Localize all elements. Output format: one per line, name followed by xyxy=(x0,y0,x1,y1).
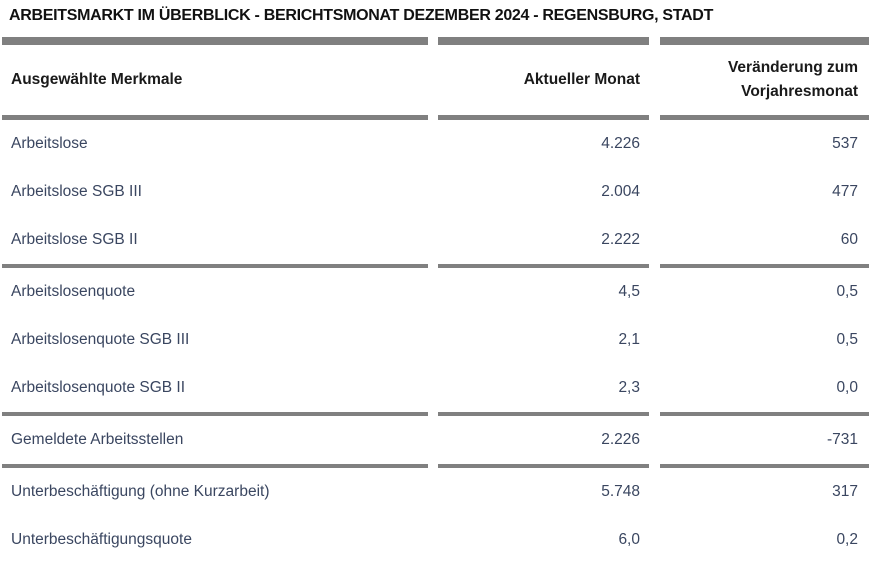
row-change-value: 0,0 xyxy=(836,379,858,396)
group-separator-rule xyxy=(0,464,869,468)
table-row: Arbeitslosenquote 4,5 0,5 xyxy=(0,268,869,316)
table-header-row: Ausgewählte Merkmale Aktueller Monat Ver… xyxy=(0,45,869,115)
row-label: Gemeldete Arbeitsstellen xyxy=(11,431,184,448)
row-label: Arbeitslosenquote xyxy=(11,283,136,300)
row-change-value: -731 xyxy=(826,431,858,448)
table-row: Arbeitslosenquote SGB III 2,1 0,5 xyxy=(0,316,869,364)
row-change-value: 477 xyxy=(832,183,858,200)
table-row: Arbeitslose SGB II 2.222 60 xyxy=(0,216,869,264)
rule-segment xyxy=(2,464,428,468)
table-row: Gemeldete Arbeitsstellen 2.226 -731 xyxy=(0,416,869,464)
row-change-value: 0,5 xyxy=(836,283,858,300)
row-change-value: 0,2 xyxy=(836,531,858,548)
column-header-change-line1: Veränderung zum xyxy=(727,59,858,76)
row-current-value: 2.004 xyxy=(601,183,640,200)
row-current-value: 2,3 xyxy=(618,379,640,396)
row-change-value: 537 xyxy=(832,135,858,152)
row-label: Unterbeschäftigung (ohne Kurzarbeit) xyxy=(11,483,270,500)
table-row: Arbeitslosenquote SGB II 2,3 0,0 xyxy=(0,364,869,412)
row-label: Arbeitslose SGB III xyxy=(11,183,142,200)
rule-segment xyxy=(2,264,428,268)
row-change-value: 60 xyxy=(840,231,858,248)
column-header-change: Veränderung zum Vorjahresmonat xyxy=(660,56,869,104)
rule-segment xyxy=(438,464,649,468)
row-change-value: 0,5 xyxy=(836,331,858,348)
rule-segment xyxy=(660,412,869,416)
rule-segment xyxy=(438,412,649,416)
group-separator-rule xyxy=(0,264,869,268)
rule-segment xyxy=(660,264,869,268)
rule-segment xyxy=(2,115,428,120)
row-current-value: 5.748 xyxy=(601,483,640,500)
row-current-value: 4,5 xyxy=(618,283,640,300)
rule-segment xyxy=(438,264,649,268)
table-row: Unterbeschäftigung (ohne Kurzarbeit) 5.7… xyxy=(0,468,869,516)
row-change-value: 317 xyxy=(832,483,858,500)
rule-segment xyxy=(660,115,869,120)
row-label: Arbeitslose xyxy=(11,135,88,152)
row-current-value: 6,0 xyxy=(618,531,640,548)
rule-segment xyxy=(438,37,649,45)
rule-segment xyxy=(438,115,649,120)
rule-segment xyxy=(2,37,428,45)
table-row: Unterbeschäftigungsquote 6,0 0,2 xyxy=(0,516,869,564)
group-separator-rule xyxy=(0,412,869,416)
column-header-feature: Ausgewählte Merkmale xyxy=(11,71,183,88)
page-title: ARBEITSMARKT IM ÜBERBLICK - BERICHTSMONA… xyxy=(9,7,714,24)
row-label: Unterbeschäftigungsquote xyxy=(11,531,192,548)
row-current-value: 2.222 xyxy=(601,231,640,248)
rule-segment xyxy=(660,37,869,45)
row-label: Arbeitslosenquote SGB II xyxy=(11,379,186,396)
row-label: Arbeitslose SGB II xyxy=(11,231,138,248)
header-top-rule xyxy=(0,37,869,45)
rule-segment xyxy=(660,464,869,468)
table-row: Arbeitslose SGB III 2.004 477 xyxy=(0,168,869,216)
rule-segment xyxy=(2,412,428,416)
row-current-value: 2.226 xyxy=(601,431,640,448)
row-current-value: 2,1 xyxy=(618,331,640,348)
column-header-change-line2: Vorjahresmonat xyxy=(741,83,858,100)
row-label: Arbeitslosenquote SGB III xyxy=(11,331,190,348)
header-bottom-rule xyxy=(0,115,869,120)
column-header-current-month: Aktueller Monat xyxy=(523,71,640,88)
table-row: Arbeitslose 4.226 537 xyxy=(0,120,869,168)
row-current-value: 4.226 xyxy=(601,135,640,152)
